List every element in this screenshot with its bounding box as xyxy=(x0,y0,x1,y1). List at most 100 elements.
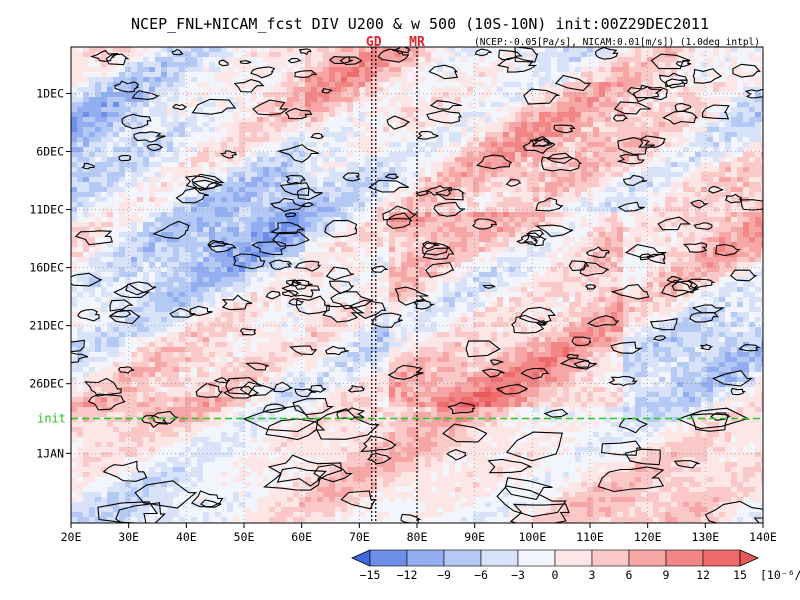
field-cell xyxy=(719,67,726,73)
field-cell xyxy=(167,242,174,248)
field-cell xyxy=(629,107,636,113)
field-cell xyxy=(521,132,528,138)
field-cell xyxy=(719,192,726,198)
field-cell xyxy=(563,222,570,228)
field-cell xyxy=(647,87,654,93)
field-cell xyxy=(371,47,378,53)
field-cell xyxy=(107,192,114,198)
field-cell xyxy=(221,87,228,93)
field-cell xyxy=(485,112,492,118)
field-cell xyxy=(197,52,204,58)
field-cell xyxy=(131,207,138,213)
field-cell xyxy=(275,97,282,103)
field-cell xyxy=(137,202,144,208)
field-cell xyxy=(569,117,576,123)
field-cell xyxy=(497,247,504,253)
field-cell xyxy=(269,197,276,203)
field-cell xyxy=(473,117,480,123)
field-cell xyxy=(725,192,732,198)
field-cell xyxy=(569,217,576,223)
field-cell xyxy=(569,202,576,208)
field-cell xyxy=(359,212,366,218)
field-cell xyxy=(437,242,444,248)
field-cell xyxy=(515,117,522,123)
field-cell xyxy=(203,252,210,258)
field-cell xyxy=(329,97,336,103)
field-cell xyxy=(701,47,708,53)
field-cell xyxy=(443,217,450,223)
field-cell xyxy=(593,257,600,263)
field-cell xyxy=(179,52,186,58)
field-cell xyxy=(581,107,588,113)
field-cell xyxy=(449,227,456,233)
field-cell xyxy=(755,137,762,143)
field-cell xyxy=(323,247,330,253)
field-cell xyxy=(497,187,504,193)
field-cell xyxy=(581,97,588,103)
field-cell xyxy=(407,177,414,183)
field-cell xyxy=(329,122,336,128)
field-cell xyxy=(557,77,564,83)
field-cell xyxy=(467,147,474,153)
field-cell xyxy=(401,122,408,128)
field-cell xyxy=(329,242,336,248)
field-cell xyxy=(743,222,750,228)
field-cell xyxy=(641,212,648,218)
field-cell xyxy=(179,167,186,173)
field-cell xyxy=(269,192,276,198)
field-cell xyxy=(611,177,618,183)
field-cell xyxy=(503,77,510,83)
field-cell xyxy=(689,222,696,228)
field-cell xyxy=(401,62,408,68)
field-cell xyxy=(101,72,108,78)
field-cell xyxy=(617,152,624,158)
field-cell xyxy=(281,192,288,198)
field-cell xyxy=(593,62,600,68)
field-cell xyxy=(155,72,162,78)
field-cell xyxy=(155,252,162,258)
field-cell xyxy=(185,197,192,203)
field-cell xyxy=(167,212,174,218)
field-cell xyxy=(695,102,702,108)
field-cell xyxy=(449,127,456,133)
field-cell xyxy=(497,52,504,58)
field-cell xyxy=(527,202,534,208)
field-cell xyxy=(173,217,180,223)
field-cell xyxy=(401,252,408,258)
field-cell xyxy=(713,87,720,93)
field-cell xyxy=(311,247,318,253)
field-cell xyxy=(497,82,504,88)
field-cell xyxy=(269,157,276,163)
field-cell xyxy=(749,127,756,133)
field-cell xyxy=(665,197,672,203)
field-cell xyxy=(647,92,654,98)
field-cell xyxy=(275,112,282,118)
field-cell xyxy=(569,212,576,218)
field-cell xyxy=(161,187,168,193)
field-cell xyxy=(179,82,186,88)
field-cell xyxy=(473,132,480,138)
field-cell xyxy=(539,47,546,53)
field-cell xyxy=(131,157,138,163)
field-cell xyxy=(623,207,630,213)
field-cell xyxy=(437,172,444,178)
field-cell xyxy=(311,62,318,68)
field-cell xyxy=(341,72,348,78)
field-cell xyxy=(491,237,498,243)
field-cell xyxy=(659,202,666,208)
field-cell xyxy=(305,157,312,163)
field-cell xyxy=(395,147,402,153)
field-cell xyxy=(329,212,336,218)
field-cell xyxy=(95,57,102,63)
field-cell xyxy=(281,127,288,133)
field-cell xyxy=(347,252,354,258)
field-cell xyxy=(185,77,192,83)
field-cell xyxy=(605,57,612,63)
field-cell xyxy=(269,257,276,263)
field-cell xyxy=(89,197,96,203)
field-cell xyxy=(209,167,216,173)
field-cell xyxy=(539,122,546,128)
field-cell xyxy=(479,187,486,193)
field-cell xyxy=(89,152,96,158)
field-cell xyxy=(419,47,426,53)
